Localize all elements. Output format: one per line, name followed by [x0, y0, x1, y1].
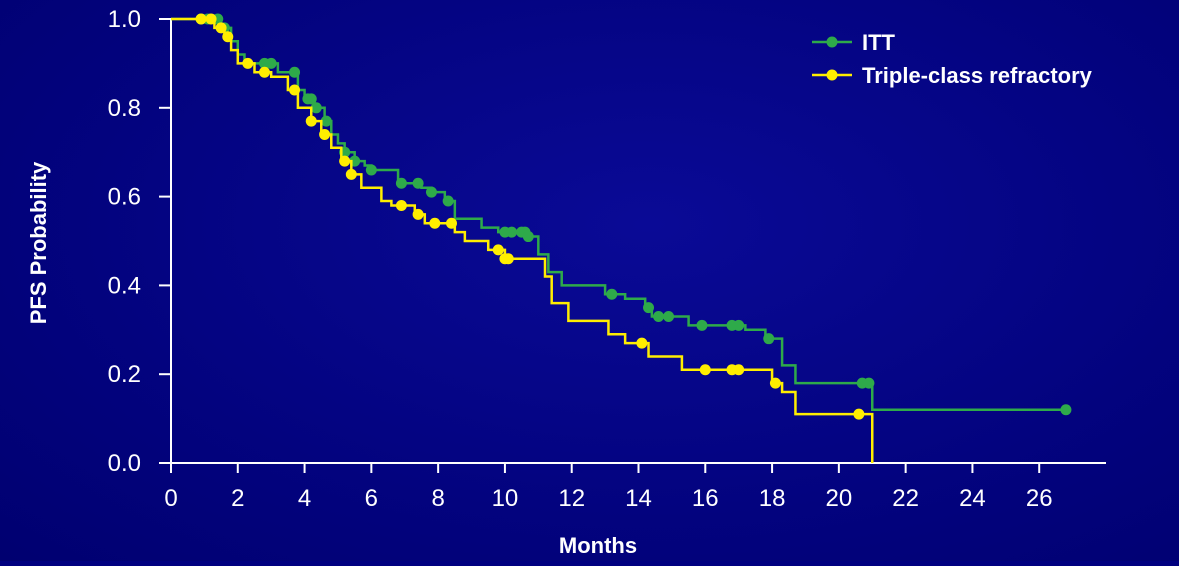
y-axis-label: PFS Probability	[26, 161, 51, 324]
x-tick-label: 10	[492, 485, 519, 512]
censor-marker	[305, 115, 317, 127]
censor-marker	[663, 310, 675, 322]
y-tick-label: 1.0	[108, 6, 141, 33]
x-tick-label: 2	[231, 485, 244, 512]
censor-marker	[763, 333, 775, 345]
series-layer	[171, 13, 1072, 463]
y-tick-label: 0.4	[108, 272, 141, 299]
censor-marker	[733, 364, 745, 376]
censor-marker	[853, 408, 865, 420]
censor-marker	[446, 217, 457, 229]
censor-marker	[395, 177, 407, 189]
x-tick-label: 0	[164, 485, 177, 512]
censor-marker	[365, 164, 377, 176]
x-tick-label: 18	[759, 485, 786, 512]
censor-marker	[412, 177, 424, 189]
censor-marker	[195, 13, 207, 25]
x-tick-label: 6	[365, 485, 378, 512]
censor-marker	[305, 93, 317, 105]
censor-marker	[425, 186, 437, 198]
censor-marker	[502, 253, 514, 265]
axes: 0.00.20.40.60.81.00 2 4 6 8 10 12 14 16 18 20 22 24 2…	[108, 6, 1106, 512]
x-tick-label: 12	[558, 485, 585, 512]
censor-marker	[733, 319, 745, 331]
censor-marker	[242, 57, 254, 69]
x-tick-label: 14	[625, 485, 652, 512]
x-tick-label: 22	[892, 485, 919, 512]
censor-marker	[442, 195, 454, 207]
series-triple-class-refractory	[171, 13, 874, 463]
censor-marker	[492, 244, 504, 256]
legend-swatch-marker	[826, 36, 838, 48]
censor-marker	[265, 57, 277, 69]
censor-marker	[310, 102, 322, 114]
censor-marker	[522, 231, 534, 243]
x-tick-label: 16	[692, 485, 719, 512]
survival-curve-line	[171, 17, 874, 463]
y-tick-label: 0.8	[108, 95, 141, 122]
censor-marker	[339, 155, 351, 167]
censor-marker	[696, 319, 708, 331]
legend-item: ITT	[812, 30, 896, 55]
censor-marker	[345, 168, 357, 180]
legend-label: Triple-class refractory	[862, 63, 1093, 88]
censor-marker	[222, 31, 234, 43]
censor-marker	[289, 66, 301, 78]
y-tick-label: 0.2	[108, 361, 141, 388]
legend: ITT Triple-class refractory	[812, 30, 1093, 88]
censor-marker	[215, 22, 227, 34]
censor-marker	[429, 217, 441, 229]
censor-marker	[506, 226, 518, 238]
y-tick-label: 0.0	[108, 450, 141, 477]
censor-marker	[699, 364, 711, 376]
x-tick-label: 24	[959, 485, 986, 512]
censor-marker	[319, 128, 331, 140]
censor-marker	[643, 302, 655, 314]
censor-marker	[1060, 404, 1072, 416]
x-tick-label: 26	[1026, 485, 1053, 512]
censor-marker	[395, 199, 407, 211]
censor-marker	[606, 288, 618, 300]
legend-label: ITT	[862, 30, 896, 55]
censor-marker	[636, 337, 648, 349]
x-tick-label: 8	[431, 485, 444, 512]
censor-marker	[289, 84, 301, 96]
y-tick-label: 0.6	[108, 184, 141, 211]
censor-marker	[205, 13, 217, 25]
censor-marker	[863, 377, 875, 389]
x-tick-label: 20	[826, 485, 853, 512]
censor-marker	[259, 66, 270, 78]
censor-marker	[320, 115, 332, 127]
x-tick-label: 4	[298, 485, 311, 512]
censor-marker	[653, 310, 665, 322]
legend-item: Triple-class refractory	[812, 63, 1093, 88]
censor-marker	[769, 377, 781, 389]
x-axis-label: Months	[559, 533, 637, 558]
legend-swatch-marker	[826, 69, 838, 81]
censor-marker	[412, 208, 424, 220]
